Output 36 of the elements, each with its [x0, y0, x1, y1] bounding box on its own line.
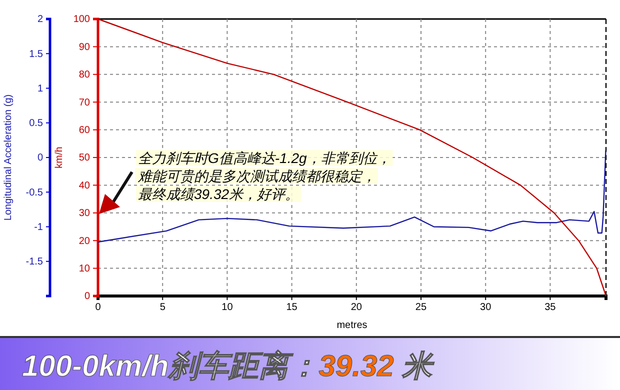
y-axis-title: km/h — [54, 146, 65, 168]
line-series — [97, 150, 606, 243]
y-tick-label: 20 — [78, 236, 90, 247]
y-tick-label: 70 — [78, 97, 90, 108]
y2-tick-label: 1 — [37, 83, 44, 94]
x-axis-title: metres — [336, 320, 368, 331]
y-tick-label: 0 — [84, 291, 90, 302]
y2-tick-label: -1 — [34, 222, 44, 233]
y2-tick-label: 2 — [37, 14, 44, 26]
x-tick-label: 30 — [480, 302, 492, 314]
annotation: 全力刹车时G值高峰达-1.2g，非常到位， — [138, 150, 391, 166]
y-tick-label: 30 — [78, 208, 90, 220]
annotation: 最终成绩39.32米，好评。 — [138, 186, 300, 202]
line-series — [97, 18, 607, 297]
y-tick-label: 60 — [78, 125, 90, 136]
x-tick-label: 5 — [160, 302, 166, 314]
y2-tick-label: 0.5 — [29, 118, 44, 130]
x-tick-label: 0 — [95, 302, 102, 314]
y-tick-label: 90 — [78, 42, 90, 53]
y-tick-label: 50 — [78, 152, 90, 164]
x-tick-label: 15 — [286, 302, 298, 314]
x-tick-label: 35 — [544, 302, 556, 314]
y-tick-label: 40 — [78, 180, 90, 192]
x-tick-label: 25 — [415, 302, 427, 314]
y2-tick-label: 0 — [37, 152, 44, 164]
y2-tick-label: 1.5 — [29, 48, 44, 60]
y-tick-label: 100 — [73, 14, 90, 26]
y2-tick-label: -0.5 — [26, 187, 44, 198]
y2-axis-title: Longitudinal Acceleration (g) — [3, 94, 14, 221]
y-tick-label: 80 — [78, 70, 90, 81]
x-tick-label: 10 — [222, 302, 234, 314]
text: 100-0km/h刹车距离：39.32 米 — [22, 349, 436, 383]
annotation: 难能可贵的是多次测试成绩都很稳定， — [137, 168, 376, 184]
y-tick-label: 10 — [78, 264, 90, 274]
x-tick-label: 20 — [350, 302, 362, 314]
y2-tick-label: -1.5 — [26, 256, 44, 268]
